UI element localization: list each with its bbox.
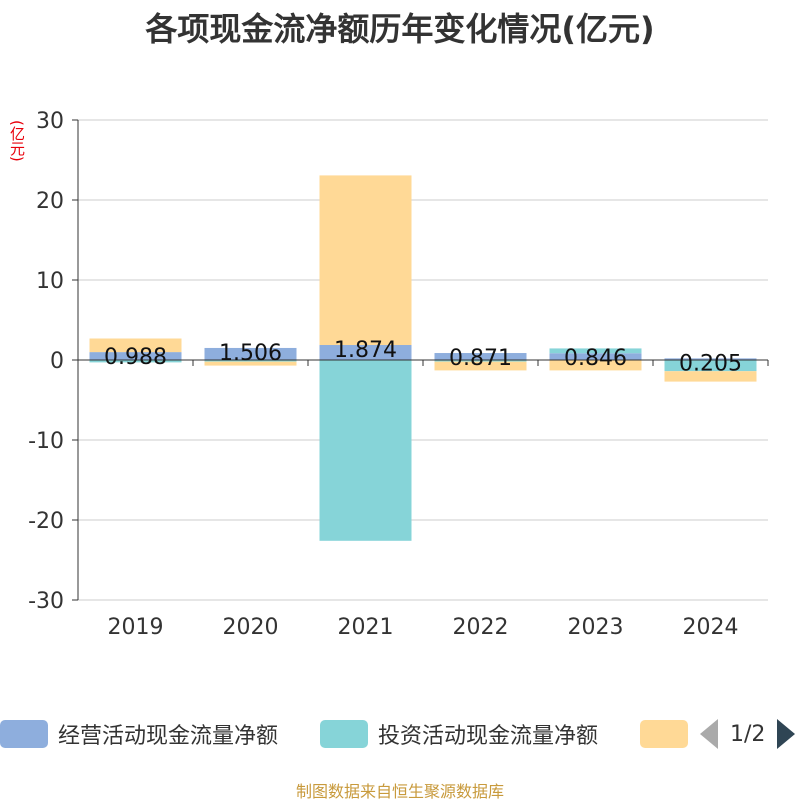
legend-swatch-investing [320, 720, 368, 748]
x-tick-label: 2024 [683, 615, 739, 640]
bar-operating [89, 352, 182, 360]
y-tick-label: 20 [36, 189, 64, 214]
data-label-operating: 0.988 [104, 345, 167, 370]
bar-investing [204, 360, 297, 362]
legend-page-indicator: 1/2 [730, 721, 766, 747]
bar-operating [549, 353, 642, 360]
legend-swatch-operating [0, 720, 48, 748]
bar-operating [319, 345, 412, 360]
legend-label-operating: 经营活动现金流量净额 [58, 724, 279, 749]
bar-operating [434, 353, 527, 360]
bar-investing [434, 360, 527, 362]
y-tick-label: -10 [28, 429, 64, 454]
legend-swatch-financing [640, 720, 688, 748]
data-label-operating: 0.846 [564, 346, 627, 371]
data-source-note: 制图数据来自恒生聚源数据库 [295, 782, 504, 801]
legend-item-investing[interactable]: 投资活动现金流量净额 [320, 714, 598, 754]
y-tick-label: 30 [36, 109, 64, 134]
x-tick-label: 2020 [223, 615, 279, 640]
y-tick-label: -30 [28, 589, 64, 614]
data-label-operating: 1.506 [219, 341, 282, 366]
bar-financing [319, 175, 412, 346]
bar-investing [319, 360, 412, 541]
data-label-operating: 0.871 [449, 346, 512, 371]
data-label-operating: 0.205 [679, 351, 742, 376]
legend-item-financing[interactable] [640, 714, 688, 754]
bar-financing [434, 361, 527, 371]
chart-legend: 经营活动现金流量净额 投资活动现金流量净额 1/2 [0, 714, 800, 754]
bar-financing [89, 338, 182, 353]
x-tick-label: 2019 [108, 615, 164, 640]
x-tick-label: 2022 [453, 615, 509, 640]
bar-financing [664, 371, 757, 382]
x-tick-label: 2021 [338, 615, 394, 640]
bar-financing [549, 360, 642, 371]
bar-operating [664, 358, 757, 360]
legend-next-page-icon[interactable] [777, 719, 796, 749]
legend-prev-page-icon[interactable] [700, 719, 718, 749]
bar-financing [204, 361, 297, 366]
cashflow-bar-chart: 30 20 10 0 -10 -20 -30 2019 2020 2021 2022 2023 2024… [28, 109, 769, 640]
legend-pager: 1/2 [700, 714, 796, 754]
y-tick-label: 0 [50, 349, 64, 374]
bar-investing [549, 348, 642, 354]
x-tick-label: 2023 [568, 615, 624, 640]
y-tick-label: 10 [36, 269, 64, 294]
bar-operating [204, 347, 297, 360]
legend-item-operating[interactable]: 经营活动现金流量净额 [0, 714, 278, 754]
legend-label-investing: 投资活动现金流量净额 [378, 724, 599, 749]
chart-title: 各项现金流净额历年变化情况(亿元) [145, 10, 655, 48]
data-label-operating: 1.874 [334, 338, 397, 363]
bar-investing [664, 360, 757, 372]
y-tick-label: -20 [28, 509, 64, 534]
y-axis-unit-label: (亿元) [8, 120, 26, 162]
bar-investing [89, 360, 182, 363]
